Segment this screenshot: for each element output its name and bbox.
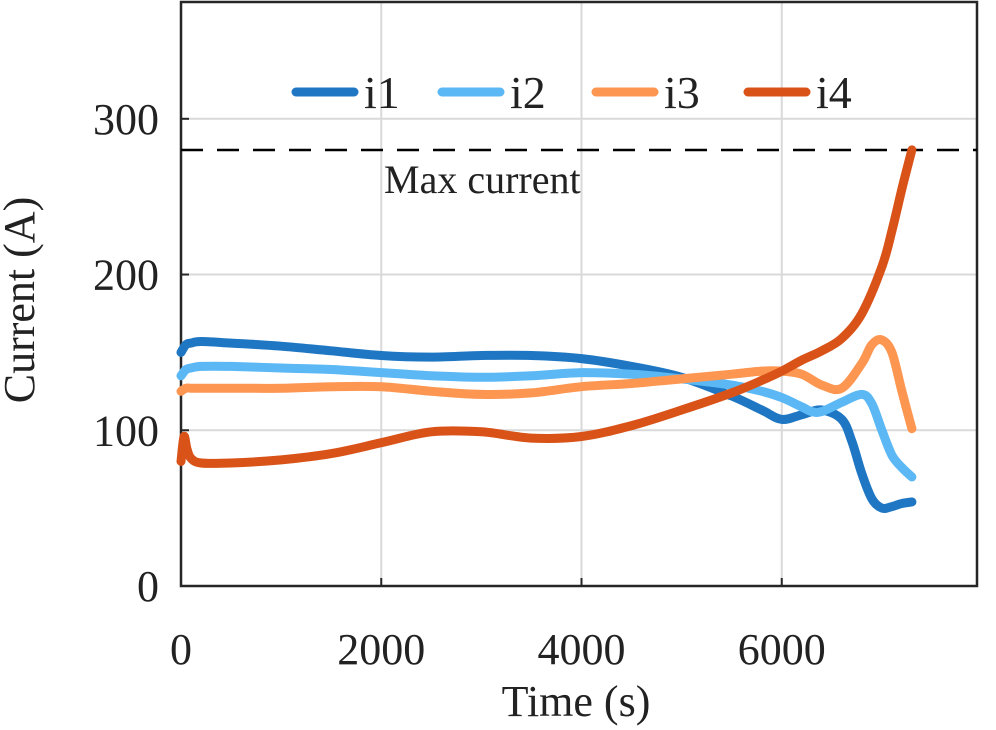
x-tick-label: 6000 <box>738 625 826 674</box>
x-axis-label: Time (s) <box>502 677 651 726</box>
reference-line-group: Max current <box>181 148 977 202</box>
plot-area-frame <box>179 0 979 588</box>
x-axis-ticks: 0 2000 4000 6000 <box>170 578 826 674</box>
legend-label-i4: i4 <box>816 67 852 118</box>
max-current-label: Max current <box>384 157 581 202</box>
y-tick-label: 0 <box>137 562 159 611</box>
y-tick-label: 100 <box>93 406 159 455</box>
series-lines <box>176 145 917 514</box>
y-axis-ticks: 0 100 200 300 <box>93 95 189 611</box>
x-tick-label: 0 <box>170 625 192 674</box>
x-tick-label: 2000 <box>337 625 425 674</box>
series-line-i4 <box>176 145 917 468</box>
series-line-i3 <box>176 335 917 434</box>
y-tick-label: 300 <box>93 95 159 144</box>
legend-label-i2: i2 <box>510 67 546 118</box>
legend: i1 i2 i3 i4 <box>291 67 852 118</box>
legend-label-i3: i3 <box>664 67 700 118</box>
y-axis-label: Current (A) <box>0 197 44 404</box>
x-tick-label: 4000 <box>538 625 626 674</box>
legend-label-i1: i1 <box>364 67 400 118</box>
y-tick-label: 200 <box>93 251 159 300</box>
